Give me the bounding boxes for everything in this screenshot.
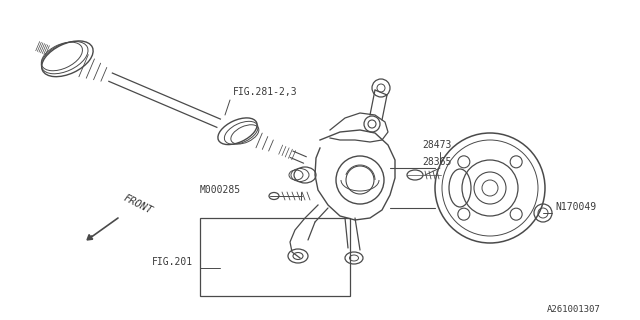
Text: N170049: N170049 xyxy=(555,202,596,212)
Text: 28365: 28365 xyxy=(422,157,451,167)
Text: M000285: M000285 xyxy=(200,185,241,195)
Bar xyxy=(200,218,350,296)
Text: FIG.281-2,3: FIG.281-2,3 xyxy=(233,87,298,97)
FancyArrow shape xyxy=(87,235,93,240)
Text: FRONT: FRONT xyxy=(122,193,154,216)
Text: A261001307: A261001307 xyxy=(547,305,601,314)
Text: 28473: 28473 xyxy=(422,140,451,150)
Text: FIG.201: FIG.201 xyxy=(152,257,193,267)
